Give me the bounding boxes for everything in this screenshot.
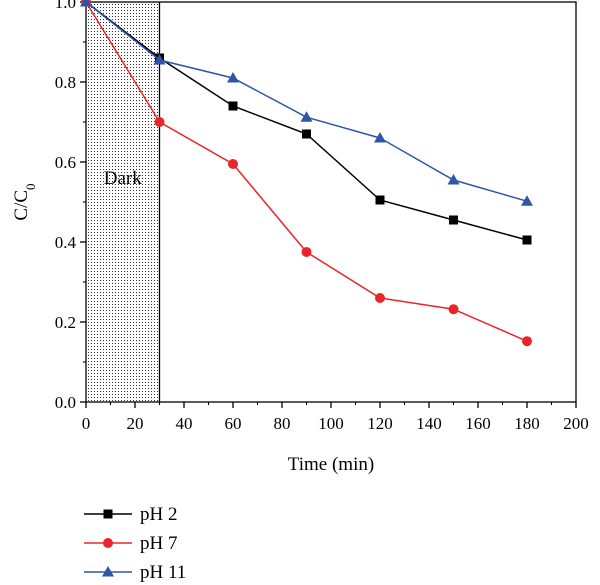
x-tick-label: 80 [274, 414, 291, 433]
data-point [448, 304, 459, 315]
y-axis-title-main: C/C [11, 190, 32, 221]
y-tick-label: 0.0 [55, 393, 76, 412]
y-tick-label: 1.0 [55, 0, 76, 12]
x-tick-label: 100 [318, 414, 344, 433]
data-point [447, 174, 460, 185]
y-tick-label: 0.6 [55, 153, 76, 172]
legend: pH 2 pH 7 pH 11 [84, 504, 186, 583]
x-axis-title: Time (min) [288, 454, 374, 475]
legend-marker [103, 509, 113, 519]
legend-item: pH 7 [84, 533, 177, 554]
x-tick-label: 140 [416, 414, 442, 433]
dark-region [86, 2, 161, 402]
x-tick-label: 160 [465, 414, 491, 433]
legend-label: pH 2 [140, 504, 177, 525]
data-point [522, 235, 532, 245]
legend-item: pH 2 [84, 504, 177, 525]
data-point [374, 132, 386, 143]
legend-label: pH 11 [140, 562, 186, 583]
data-point [154, 117, 165, 127]
y-axis-title-sub: 0 [23, 183, 38, 190]
data-point [375, 293, 385, 303]
data-point [522, 336, 532, 347]
legend-item: pH 11 [84, 562, 186, 583]
x-tick-label: 180 [514, 414, 540, 433]
data-point [228, 101, 238, 111]
data-point [301, 247, 312, 257]
dark-label: Dark [104, 168, 142, 189]
y-tick-label: 0.8 [55, 73, 76, 92]
data-point [521, 195, 533, 206]
data-point [153, 54, 166, 65]
legend-marker [103, 538, 113, 548]
dark-region-fill [86, 2, 160, 402]
x-tick-label: 200 [563, 414, 589, 433]
x-tick-label: 60 [225, 414, 242, 433]
x-tick-label: 0 [82, 414, 91, 433]
axes: 0 20 40 60 80 100 120 140 160 180 200 0.0 0.2 0.4 0.6 0… [55, 0, 589, 433]
legend-label: pH 7 [140, 533, 177, 554]
legend-marker [102, 566, 114, 577]
data-point [375, 195, 385, 205]
y-tick-label: 0.2 [55, 313, 76, 332]
y-tick-label: 0.4 [55, 233, 77, 252]
x-tick-label: 40 [176, 414, 193, 433]
data-point [228, 159, 238, 169]
series-2 [80, 0, 533, 206]
series-layer [80, 0, 533, 347]
data-point [300, 111, 313, 122]
data-point [302, 129, 311, 139]
x-tick-label: 20 [127, 414, 144, 433]
x-tick-label: 120 [367, 414, 393, 433]
y-axis-title: C/C0 [11, 183, 38, 220]
data-point [449, 215, 458, 225]
data-point [80, 0, 92, 7]
data-point [227, 72, 239, 83]
